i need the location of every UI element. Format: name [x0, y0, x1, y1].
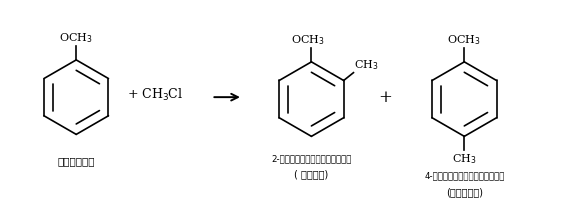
Text: ( अल्प): ( अल्प) — [294, 170, 328, 180]
Text: 2-मेथॉक्सीटॉलूईन: 2-मेथॉक्सीटॉलूईन — [271, 154, 351, 163]
Text: + CH$_3$Cl: + CH$_3$Cl — [127, 87, 183, 103]
Text: 4-मेथॉक्सीटॉलूईन: 4-मेथॉक्सीटॉलूईन — [424, 172, 504, 181]
Text: +: + — [378, 89, 392, 106]
Text: ऐनिसोल: ऐनिसोल — [58, 156, 95, 166]
Text: OCH$_3$: OCH$_3$ — [448, 33, 481, 47]
Text: (मुख्य): (मुख्य) — [446, 187, 483, 197]
Text: OCH$_3$: OCH$_3$ — [59, 31, 93, 45]
Text: CH$_3$: CH$_3$ — [452, 152, 477, 166]
Text: CH$_3$: CH$_3$ — [354, 58, 379, 72]
Text: OCH$_3$: OCH$_3$ — [291, 33, 324, 47]
